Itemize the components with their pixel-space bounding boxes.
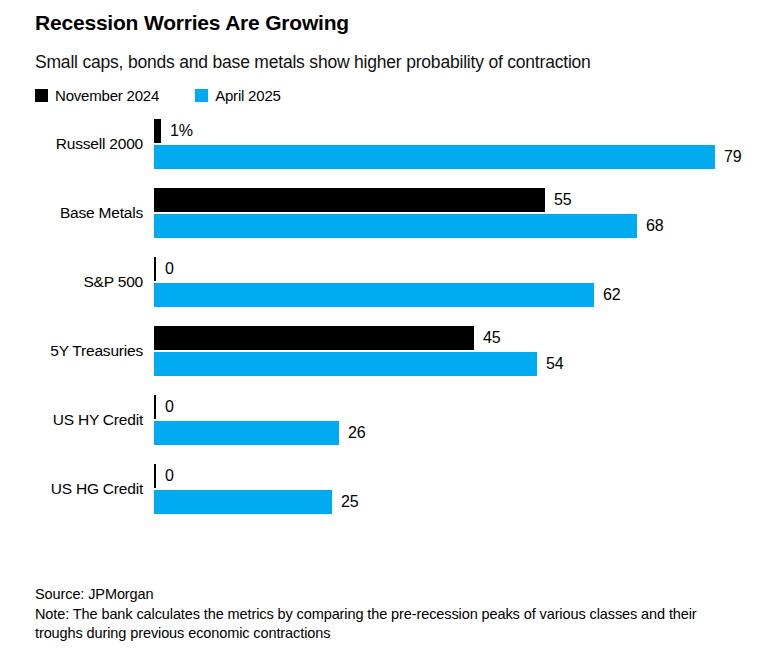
bar-pair: 55 68 bbox=[154, 188, 663, 238]
bar-row: 25 bbox=[154, 490, 358, 514]
chart-footer: Source: JPMorgan Note: The bank calculat… bbox=[35, 585, 745, 644]
value-label: 1% bbox=[170, 122, 193, 140]
value-label: 55 bbox=[554, 191, 571, 209]
value-label: 54 bbox=[546, 355, 563, 373]
category-label: 5Y Treasuries bbox=[35, 342, 154, 360]
chart-title: Recession Worries Are Growing bbox=[35, 10, 745, 36]
bar-row: 0 bbox=[154, 395, 365, 419]
bar-row: 0 bbox=[154, 464, 358, 488]
category-label: Russell 2000 bbox=[35, 135, 154, 153]
bar-row: 79 bbox=[154, 145, 741, 169]
chart-row-group: Russell 2000 1% 79 bbox=[35, 119, 745, 169]
chart-row-group: 5Y Treasuries 45 54 bbox=[35, 326, 745, 376]
bar-pair: 45 54 bbox=[154, 326, 563, 376]
bar-row: 1% bbox=[154, 119, 741, 143]
value-label: 79 bbox=[724, 148, 741, 166]
value-label: 0 bbox=[165, 260, 174, 278]
chart-subtitle: Small caps, bonds and base metals show h… bbox=[35, 50, 745, 74]
chart-row-group: US HY Credit 0 26 bbox=[35, 395, 745, 445]
bar-april-2025 bbox=[154, 490, 332, 514]
bar-april-2025 bbox=[154, 145, 715, 169]
bar-november-2024 bbox=[154, 119, 161, 143]
legend-swatch-april-2025-icon bbox=[195, 89, 208, 102]
zero-tick-icon bbox=[154, 464, 156, 488]
bar-pair: 0 26 bbox=[154, 395, 365, 445]
value-label: 26 bbox=[348, 424, 365, 442]
bar-row: 68 bbox=[154, 214, 663, 238]
source-line: Source: JPMorgan bbox=[35, 585, 745, 605]
chart-row-group: US HG Credit 0 25 bbox=[35, 464, 745, 514]
chart-row-group: S&P 500 0 62 bbox=[35, 257, 745, 307]
value-label: 62 bbox=[603, 286, 620, 304]
bar-april-2025 bbox=[154, 283, 594, 307]
bar-row: 54 bbox=[154, 352, 563, 376]
bar-row: 45 bbox=[154, 326, 563, 350]
chart-row-group: Base Metals 55 68 bbox=[35, 188, 745, 238]
legend-item-november-2024: November 2024 bbox=[35, 87, 159, 104]
category-label: S&P 500 bbox=[35, 273, 154, 291]
bar-pair: 0 62 bbox=[154, 257, 620, 307]
zero-tick-icon bbox=[154, 395, 156, 419]
bar-april-2025 bbox=[154, 214, 637, 238]
note-line: Note: The bank calculates the metrics by… bbox=[35, 605, 745, 644]
value-label: 25 bbox=[341, 493, 358, 511]
category-label: US HY Credit bbox=[35, 411, 154, 429]
bar-pair: 0 25 bbox=[154, 464, 358, 514]
value-label: 0 bbox=[165, 467, 174, 485]
bar-november-2024 bbox=[154, 188, 545, 212]
bar-row: 55 bbox=[154, 188, 663, 212]
bar-november-2024 bbox=[154, 326, 474, 350]
legend-swatch-november-2024-icon bbox=[35, 89, 48, 102]
bar-row: 26 bbox=[154, 421, 365, 445]
bar-row: 62 bbox=[154, 283, 620, 307]
legend: November 2024 April 2025 bbox=[35, 86, 745, 104]
bar-pair: 1% 79 bbox=[154, 119, 741, 169]
value-label: 45 bbox=[483, 329, 500, 347]
category-label: US HG Credit bbox=[35, 480, 154, 498]
legend-label-november-2024: November 2024 bbox=[55, 87, 159, 104]
bar-april-2025 bbox=[154, 352, 537, 376]
category-label: Base Metals bbox=[35, 204, 154, 222]
bar-row: 0 bbox=[154, 257, 620, 281]
chart-page: Recession Worries Are Growing Small caps… bbox=[0, 0, 775, 644]
value-label: 68 bbox=[646, 217, 663, 235]
legend-label-april-2025: April 2025 bbox=[215, 87, 281, 104]
legend-item-april-2025: April 2025 bbox=[195, 87, 281, 104]
zero-tick-icon bbox=[154, 257, 156, 281]
value-label: 0 bbox=[165, 398, 174, 416]
bar-april-2025 bbox=[154, 421, 339, 445]
chart: Russell 2000 1% 79 Base Metals 55 68 S&P 500 0 6… bbox=[35, 119, 745, 514]
